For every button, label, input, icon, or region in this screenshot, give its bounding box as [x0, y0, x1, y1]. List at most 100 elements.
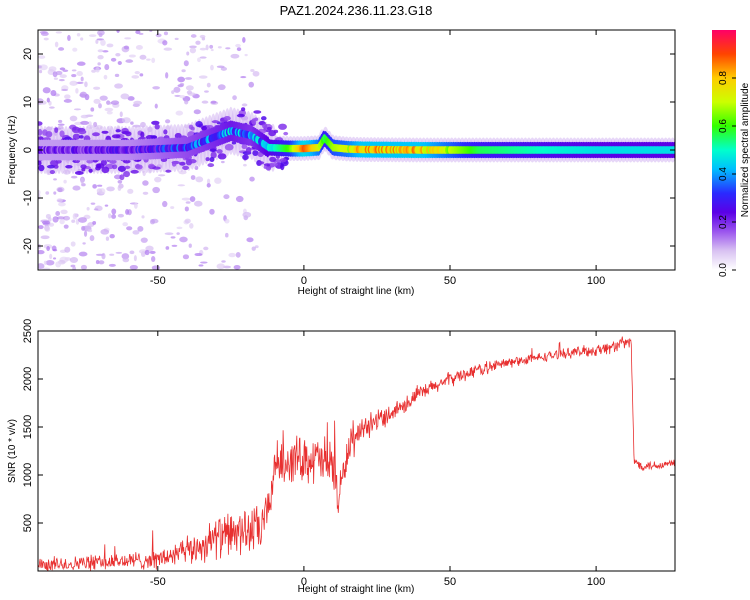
- spectrogram-blob: [242, 154, 249, 161]
- spectrogram-blob: [130, 169, 139, 174]
- spectrogram-blob: [74, 171, 84, 175]
- spectrogram-noise-blob: [197, 57, 201, 63]
- spectrogram-noise-blob: [209, 44, 214, 49]
- spectrogram-noise-blob: [103, 74, 108, 80]
- spectrogram-noise-blob: [157, 174, 166, 177]
- spectrogram-noise-blob: [181, 69, 186, 73]
- spectrogram-noise-blob: [129, 250, 135, 255]
- spectrogram-blob: [209, 156, 215, 163]
- x-tick-label: -50: [150, 576, 166, 588]
- spectrogram-blob: [54, 127, 59, 134]
- spectrogram-noise-blob: [181, 197, 191, 201]
- spectrogram-noise-blob: [236, 47, 242, 52]
- spectrogram-noise-blob: [248, 81, 255, 88]
- spectrogram-blob: [241, 107, 246, 112]
- spectrogram-noise-blob: [189, 47, 197, 54]
- snr-line: [38, 336, 675, 571]
- spectrogram-noise-blob: [56, 198, 63, 203]
- spectrogram-noise-blob: [122, 222, 128, 227]
- spectrogram-noise-blob: [64, 246, 71, 253]
- spectrogram-noise-blob: [108, 263, 116, 267]
- spectrogram-noise-blob: [54, 41, 59, 48]
- spectrogram-noise-blob: [175, 110, 184, 116]
- spectrogram-blob: [207, 163, 215, 168]
- spectrogram-blob: [209, 148, 217, 153]
- spectrogram-noise-blob: [53, 178, 57, 181]
- spectrogram-noise-blob: [76, 33, 81, 37]
- spectrogram-noise-blob: [176, 232, 180, 235]
- spectrogram-blob: [165, 169, 172, 173]
- x-tick-label: 50: [444, 576, 456, 588]
- y-tick-label: 2500: [22, 319, 34, 343]
- spectrogram-noise-blob: [151, 256, 156, 263]
- spectrogram-noise-blob: [171, 90, 175, 95]
- spectrogram-noise-blob: [122, 257, 130, 263]
- spectrogram-noise-blob: [87, 228, 93, 233]
- spectrogram-blob: [38, 164, 45, 172]
- spectrogram-noise-blob: [194, 200, 203, 207]
- spectrogram-noise-blob: [244, 53, 248, 57]
- spectrogram-blob: [109, 159, 117, 164]
- spectrogram-noise-blob: [38, 225, 44, 230]
- spectrogram-noise-blob: [110, 100, 120, 105]
- spectrogram-noise-blob: [40, 235, 50, 240]
- spectrogram-noise-blob: [45, 191, 50, 195]
- spectrogram-noise-blob: [149, 250, 156, 254]
- spectrogram-noise-blob: [80, 264, 88, 270]
- spectrogram-blob: [95, 163, 102, 169]
- spectrogram-noise-blob: [225, 47, 231, 50]
- spectrogram-blob: [101, 130, 109, 134]
- spectrogram-blob: [55, 159, 62, 164]
- spectrogram-noise-blob: [73, 108, 82, 111]
- spectrogram-noise-blob: [55, 211, 61, 217]
- spectrogram-noise-blob: [55, 70, 63, 76]
- spectrogram-blob: [217, 153, 227, 160]
- spectrogram-noise-blob: [115, 251, 123, 254]
- spectrogram-blob: [152, 166, 161, 170]
- spectrogram-noise-blob: [42, 267, 51, 270]
- spectrogram-noise-blob: [195, 40, 201, 45]
- spectrogram-blob: [187, 159, 197, 164]
- x-tick-label: 0: [301, 576, 307, 588]
- spectrogram-blob: [38, 136, 44, 141]
- spectrogram-noise-blob: [251, 246, 256, 251]
- spectrogram-blob: [38, 121, 43, 126]
- spectrogram-noise-blob: [70, 241, 76, 247]
- spectrogram-noise-blob: [193, 109, 201, 115]
- spectrogram-noise-blob: [230, 53, 240, 59]
- spectrogram-noise-blob: [214, 177, 222, 184]
- spectrogram-noise-blob: [57, 187, 63, 193]
- spectrogram-blob: [46, 164, 55, 169]
- spectrogram-noise-blob: [186, 51, 190, 56]
- spectrogram-noise-blob: [106, 111, 113, 115]
- spectrogram-noise-blob: [152, 186, 160, 194]
- spectrogram-noise-blob: [149, 219, 156, 225]
- snr-frame: [37, 330, 676, 572]
- spectrogram-noise-blob: [90, 202, 96, 205]
- spectrogram-blob: [49, 170, 56, 175]
- spectrogram-noise-blob: [201, 100, 209, 104]
- snr-y-ticks: 500 1000 1500 2000 2500: [22, 319, 675, 532]
- spectrogram-blob: [262, 123, 268, 129]
- spectrogram-noise-blob: [117, 179, 123, 184]
- spectrogram-noise-blob: [86, 206, 90, 211]
- spectrogram-noise-blob: [183, 60, 189, 67]
- spectrogram-noise-blob: [97, 62, 101, 66]
- spectrogram-blob: [253, 110, 262, 114]
- spectrogram-noise-blob: [216, 263, 225, 270]
- y-tick-label: 500: [22, 514, 34, 532]
- spectrogram-noise-blob: [72, 266, 77, 270]
- y-tick-label: 10: [22, 96, 34, 108]
- spectrogram-noise-blob: [133, 202, 138, 209]
- spectrogram-noise-blob: [96, 184, 103, 187]
- spectrogram-blob: [80, 164, 87, 169]
- spectrogram-noise-blob: [60, 209, 68, 215]
- spectrogram-noise-blob: [139, 73, 144, 77]
- spectrogram-noise-blob: [117, 185, 122, 191]
- spectrogram-noise-blob: [100, 229, 110, 235]
- spectrogram-noise-blob: [83, 230, 88, 237]
- spectrogram-blob: [71, 126, 81, 134]
- spectrogram-noise-blob: [221, 260, 226, 263]
- spectrogram-noise-blob: [69, 256, 79, 263]
- spectrogram-blob: [38, 160, 42, 166]
